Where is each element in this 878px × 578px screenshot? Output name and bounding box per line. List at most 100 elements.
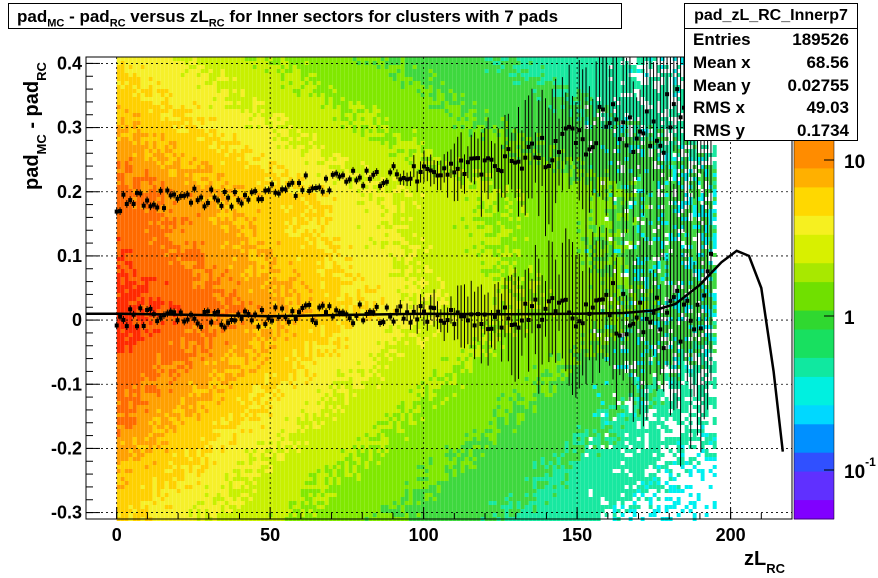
heatmap-cell — [269, 325, 273, 329]
heatmap-cell — [169, 177, 173, 181]
heatmap-cell — [249, 57, 253, 61]
heatmap-cell — [213, 65, 217, 69]
heatmap-cell — [165, 325, 169, 329]
heatmap-cell — [281, 277, 285, 281]
heatmap-cell — [149, 189, 153, 193]
heatmap-cell — [205, 209, 209, 213]
heatmap-cell — [173, 201, 177, 205]
heatmap-cell — [237, 461, 241, 465]
heatmap-cell — [193, 225, 197, 229]
heatmap-cell — [141, 333, 145, 337]
heatmap-cell — [213, 389, 217, 393]
heatmap-cell — [221, 393, 225, 397]
heatmap-cell — [177, 221, 181, 225]
heatmap-cell — [125, 385, 129, 389]
heatmap-cell — [157, 397, 161, 401]
heatmap-cell — [257, 301, 261, 305]
heatmap-cell — [281, 193, 285, 197]
heatmap-cell — [201, 485, 205, 489]
heatmap-cell — [281, 157, 285, 161]
heatmap-cell — [213, 125, 217, 129]
heatmap-cell — [269, 493, 273, 497]
heatmap-cell — [193, 217, 197, 221]
heatmap-cell — [209, 409, 213, 413]
heatmap-cell — [145, 477, 149, 481]
heatmap-cell — [141, 365, 145, 369]
heatmap-cell — [225, 437, 229, 441]
heatmap-cell — [221, 281, 225, 285]
heatmap-cell — [157, 473, 161, 477]
heatmap-cell — [257, 189, 261, 193]
heatmap-cell — [241, 473, 245, 477]
heatmap-cell — [145, 485, 149, 489]
heatmap-cell — [177, 177, 181, 181]
heatmap-cell — [201, 513, 205, 517]
heatmap-cell — [121, 113, 125, 117]
heatmap-cell — [269, 269, 273, 273]
heatmap-cell — [177, 261, 181, 265]
heatmap-cell — [209, 329, 213, 333]
heatmap-cell — [133, 217, 137, 221]
heatmap-cell — [125, 173, 129, 177]
heatmap-cell — [265, 361, 269, 365]
heatmap-cell — [141, 117, 145, 121]
heatmap-cell — [181, 301, 185, 305]
heatmap-cell — [249, 493, 253, 497]
heatmap-cell — [281, 145, 285, 149]
heatmap-cell — [233, 405, 237, 409]
heatmap-cell — [201, 141, 205, 145]
heatmap-cell — [201, 405, 205, 409]
heatmap-cell — [265, 333, 269, 337]
heatmap-cell — [161, 101, 165, 105]
heatmap-cell — [173, 265, 177, 269]
heatmap-cell — [197, 473, 201, 477]
heatmap-cell — [209, 485, 213, 489]
heatmap-cell — [189, 369, 193, 373]
heatmap-cell — [241, 245, 245, 249]
heatmap-cell — [137, 473, 141, 477]
heatmap-cell — [197, 301, 201, 305]
heatmap-cell — [205, 433, 209, 437]
heatmap-cell — [241, 485, 245, 489]
heatmap-cell — [145, 105, 149, 109]
heatmap-cell — [193, 81, 197, 85]
heatmap-cell — [153, 325, 157, 329]
heatmap-cell — [217, 385, 221, 389]
heatmap-cell — [117, 125, 121, 129]
heatmap-cell — [161, 305, 165, 309]
heatmap-cell — [225, 205, 229, 209]
heatmap-cell — [185, 277, 189, 281]
heatmap-cell — [213, 153, 217, 157]
heatmap-cell — [129, 129, 133, 133]
heatmap-cell — [213, 305, 217, 309]
heatmap-cell — [137, 485, 141, 489]
heatmap-cell — [161, 245, 165, 249]
heatmap-cell — [233, 425, 237, 429]
heatmap-cell — [201, 425, 205, 429]
heatmap-cell — [265, 365, 269, 369]
heatmap-cell — [185, 213, 189, 217]
heatmap-cell — [261, 125, 265, 129]
heatmap-cell — [129, 253, 133, 257]
heatmap-cell — [181, 253, 185, 257]
heatmap-cell — [177, 133, 181, 137]
heatmap-cell — [165, 289, 169, 293]
heatmap-cell — [169, 401, 173, 405]
heatmap-cell — [213, 81, 217, 85]
heatmap-cell — [233, 129, 237, 133]
heatmap-cell — [133, 377, 137, 381]
heatmap-cell — [153, 337, 157, 341]
heatmap-cell — [133, 113, 137, 117]
heatmap-cell — [281, 489, 285, 493]
heatmap-cell — [169, 129, 173, 133]
heatmap-cell — [169, 137, 173, 141]
heatmap-cell — [229, 201, 233, 205]
heatmap-cell — [201, 465, 205, 469]
heatmap-cell — [141, 93, 145, 97]
heatmap-cell — [253, 109, 257, 113]
heatmap-cell — [205, 73, 209, 77]
heatmap-cell — [121, 261, 125, 265]
heatmap-cell — [253, 413, 257, 417]
heatmap-cell — [225, 85, 229, 89]
heatmap-cell — [261, 165, 265, 169]
